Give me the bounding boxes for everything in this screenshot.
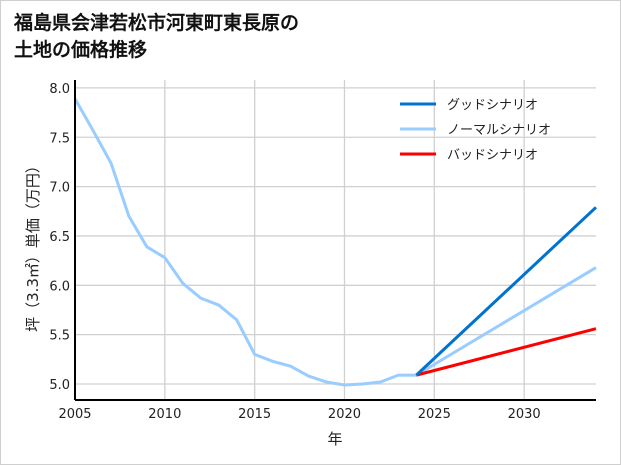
x-tick-label: 2020 [328, 407, 361, 422]
y-tick-label: 6.5 [49, 230, 70, 245]
y-tick-label: 7.0 [49, 181, 70, 196]
x-tick-label: 2005 [58, 407, 91, 422]
legend-label: ノーマルシナリオ [447, 123, 551, 138]
title-line-2: 土地の価格推移 [14, 39, 148, 61]
x-axis-label: 年 [327, 430, 342, 448]
legend-label: グッドシナリオ [447, 98, 538, 113]
y-tick-label: 5.5 [49, 329, 70, 344]
series-line-0 [415, 206, 598, 377]
x-tick-label: 2015 [238, 407, 271, 422]
y-tick-label: 5.0 [49, 378, 70, 393]
y-tick-label: 8.0 [49, 82, 70, 97]
x-tick-label: 2025 [418, 407, 451, 422]
x-tick-label: 2030 [508, 407, 541, 422]
legend-label: バッドシナリオ [447, 148, 538, 163]
y-tick-label: 6.0 [49, 279, 70, 294]
chart-title: 福島県会津若松市河東町東長原の 土地の価格推移 [14, 10, 299, 64]
series-line-1 [73, 98, 597, 387]
series-line-2 [415, 327, 597, 377]
title-line-1: 福島県会津若松市河東町東長原の [14, 12, 300, 34]
x-tick-label: 2010 [148, 407, 181, 422]
y-tick-label: 7.5 [49, 131, 70, 146]
y-axis-label: 坪（3.3㎡）単価（万円） [24, 158, 42, 332]
